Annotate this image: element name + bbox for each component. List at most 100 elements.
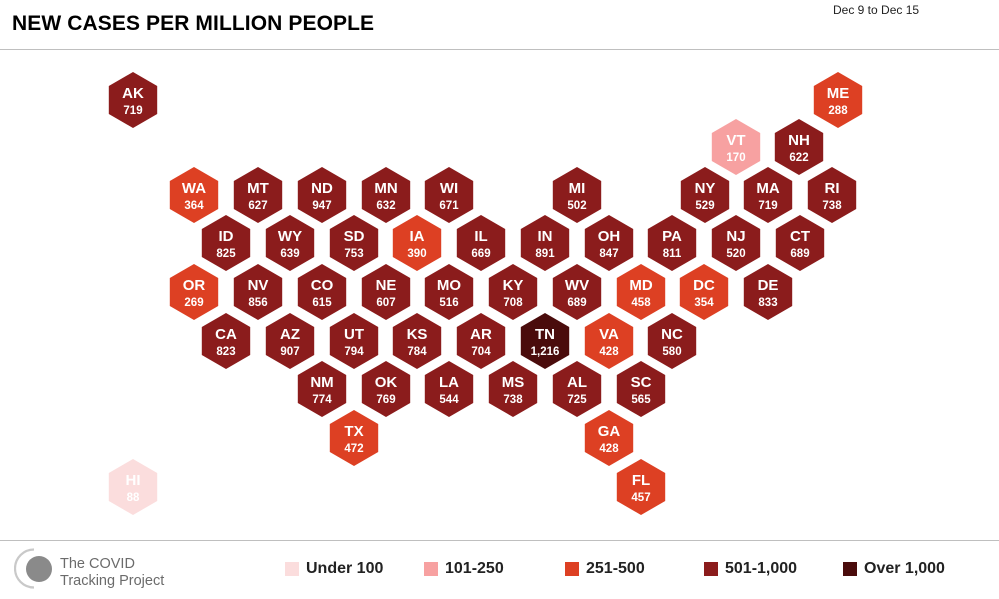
state-abbr-wa: WA: [182, 180, 206, 197]
state-hex-wi: [424, 167, 474, 223]
state-tile-tx: TX 472: [329, 410, 379, 466]
state-abbr-ky: KY: [503, 277, 524, 294]
state-abbr-sc: SC: [631, 374, 652, 391]
state-abbr-mi: MI: [569, 180, 586, 197]
state-hex-nm: [297, 361, 347, 417]
state-abbr-mn: MN: [374, 180, 397, 197]
state-abbr-al: AL: [567, 374, 587, 391]
state-tile-md: MD 458: [616, 264, 666, 320]
state-hex-in: [520, 215, 570, 271]
state-abbr-vt: VT: [726, 132, 745, 149]
state-tile-ri: RI 738: [807, 167, 857, 223]
state-value-ak: 719: [123, 105, 142, 117]
state-tile-in: IN 891: [520, 215, 570, 271]
state-value-me: 288: [828, 105, 848, 117]
state-hex-dc: [679, 264, 729, 320]
state-abbr-ma: MA: [756, 180, 779, 197]
state-value-il: 669: [471, 248, 490, 260]
state-hex-hi: [108, 459, 158, 515]
state-hex-ak: [108, 72, 158, 128]
state-abbr-wy: WY: [278, 228, 302, 245]
state-hex-tn: [520, 313, 570, 369]
state-abbr-ks: KS: [407, 326, 428, 343]
state-tile-nc: NC 580: [647, 313, 697, 369]
legend-item: Over 1,000: [843, 558, 945, 580]
state-abbr-ak: AK: [122, 85, 144, 102]
state-abbr-ms: MS: [502, 374, 525, 391]
state-tile-ca: CA 823: [201, 313, 251, 369]
state-hex-oh: [584, 215, 634, 271]
state-tile-de: DE 833: [743, 264, 793, 320]
state-hex-nh: [774, 119, 824, 175]
state-tile-wy: WY 639: [265, 215, 315, 271]
state-hex-wv: [552, 264, 602, 320]
state-abbr-ar: AR: [470, 326, 492, 343]
footer-divider: [0, 540, 999, 541]
state-hex-vt: [711, 119, 761, 175]
state-abbr-wi: WI: [440, 180, 458, 197]
state-hex-ct: [775, 215, 825, 271]
state-tile-oh: OH 847: [584, 215, 634, 271]
state-value-ky: 708: [503, 297, 523, 309]
state-abbr-or: OR: [183, 277, 206, 294]
state-value-mo: 516: [439, 297, 458, 309]
legend-item: 251-500: [565, 558, 645, 580]
state-tile-or: OR 269: [169, 264, 219, 320]
state-value-sd: 753: [344, 248, 363, 260]
state-value-ga: 428: [599, 443, 619, 455]
state-tile-ny: NY 529: [680, 167, 730, 223]
state-value-ar: 704: [471, 346, 491, 358]
legend-label: Over 1,000: [864, 560, 945, 577]
state-value-ne: 607: [376, 297, 395, 309]
state-tile-tn: TN 1,216: [520, 313, 570, 369]
state-hex-pa: [647, 215, 697, 271]
state-value-ks: 784: [407, 346, 427, 358]
legend-label: 101-250: [445, 560, 504, 577]
legend-swatch: [565, 562, 579, 576]
state-tile-nm: NM 774: [297, 361, 347, 417]
state-value-va: 428: [599, 346, 619, 358]
state-value-vt: 170: [726, 152, 745, 164]
state-tile-id: ID 825: [201, 215, 251, 271]
state-value-or: 269: [184, 297, 203, 309]
state-tile-ut: UT 794: [329, 313, 379, 369]
legend-label: 251-500: [586, 560, 645, 577]
state-tile-ms: MS 738: [488, 361, 538, 417]
state-tile-nd: ND 947: [297, 167, 347, 223]
state-hex-ar: [456, 313, 506, 369]
state-tile-il: IL 669: [456, 215, 506, 271]
state-abbr-ia: IA: [410, 228, 425, 245]
state-abbr-ny: NY: [695, 180, 716, 197]
state-abbr-wv: WV: [565, 277, 589, 294]
state-hex-wy: [265, 215, 315, 271]
state-tile-nj: NJ 520: [711, 215, 761, 271]
state-hex-mn: [361, 167, 411, 223]
state-tile-ma: MA 719: [743, 167, 793, 223]
state-hex-sc: [616, 361, 666, 417]
state-tile-mi: MI 502: [552, 167, 602, 223]
state-value-ut: 794: [344, 346, 364, 358]
state-abbr-va: VA: [599, 326, 619, 343]
state-value-nc: 580: [662, 346, 681, 358]
state-abbr-ok: OK: [375, 374, 398, 391]
state-hex-ga: [584, 410, 634, 466]
state-abbr-oh: OH: [598, 228, 621, 245]
state-value-co: 615: [312, 297, 332, 309]
state-hex-fl: [616, 459, 666, 515]
state-tile-mo: MO 516: [424, 264, 474, 320]
state-value-ms: 738: [503, 394, 523, 406]
state-value-wy: 639: [280, 248, 299, 260]
covid-tracking-project-logo-icon: [14, 548, 52, 589]
state-tile-mn: MN 632: [361, 167, 411, 223]
state-abbr-ct: CT: [790, 228, 810, 245]
state-abbr-de: DE: [758, 277, 779, 294]
state-value-wv: 689: [567, 297, 586, 309]
state-hex-nj: [711, 215, 761, 271]
state-tile-ok: OK 769: [361, 361, 411, 417]
legend-swatch: [704, 562, 718, 576]
state-abbr-az: AZ: [280, 326, 300, 343]
state-value-dc: 354: [694, 297, 714, 309]
state-hex-va: [584, 313, 634, 369]
state-value-ma: 719: [758, 200, 777, 212]
state-value-tn: 1,216: [531, 346, 560, 358]
